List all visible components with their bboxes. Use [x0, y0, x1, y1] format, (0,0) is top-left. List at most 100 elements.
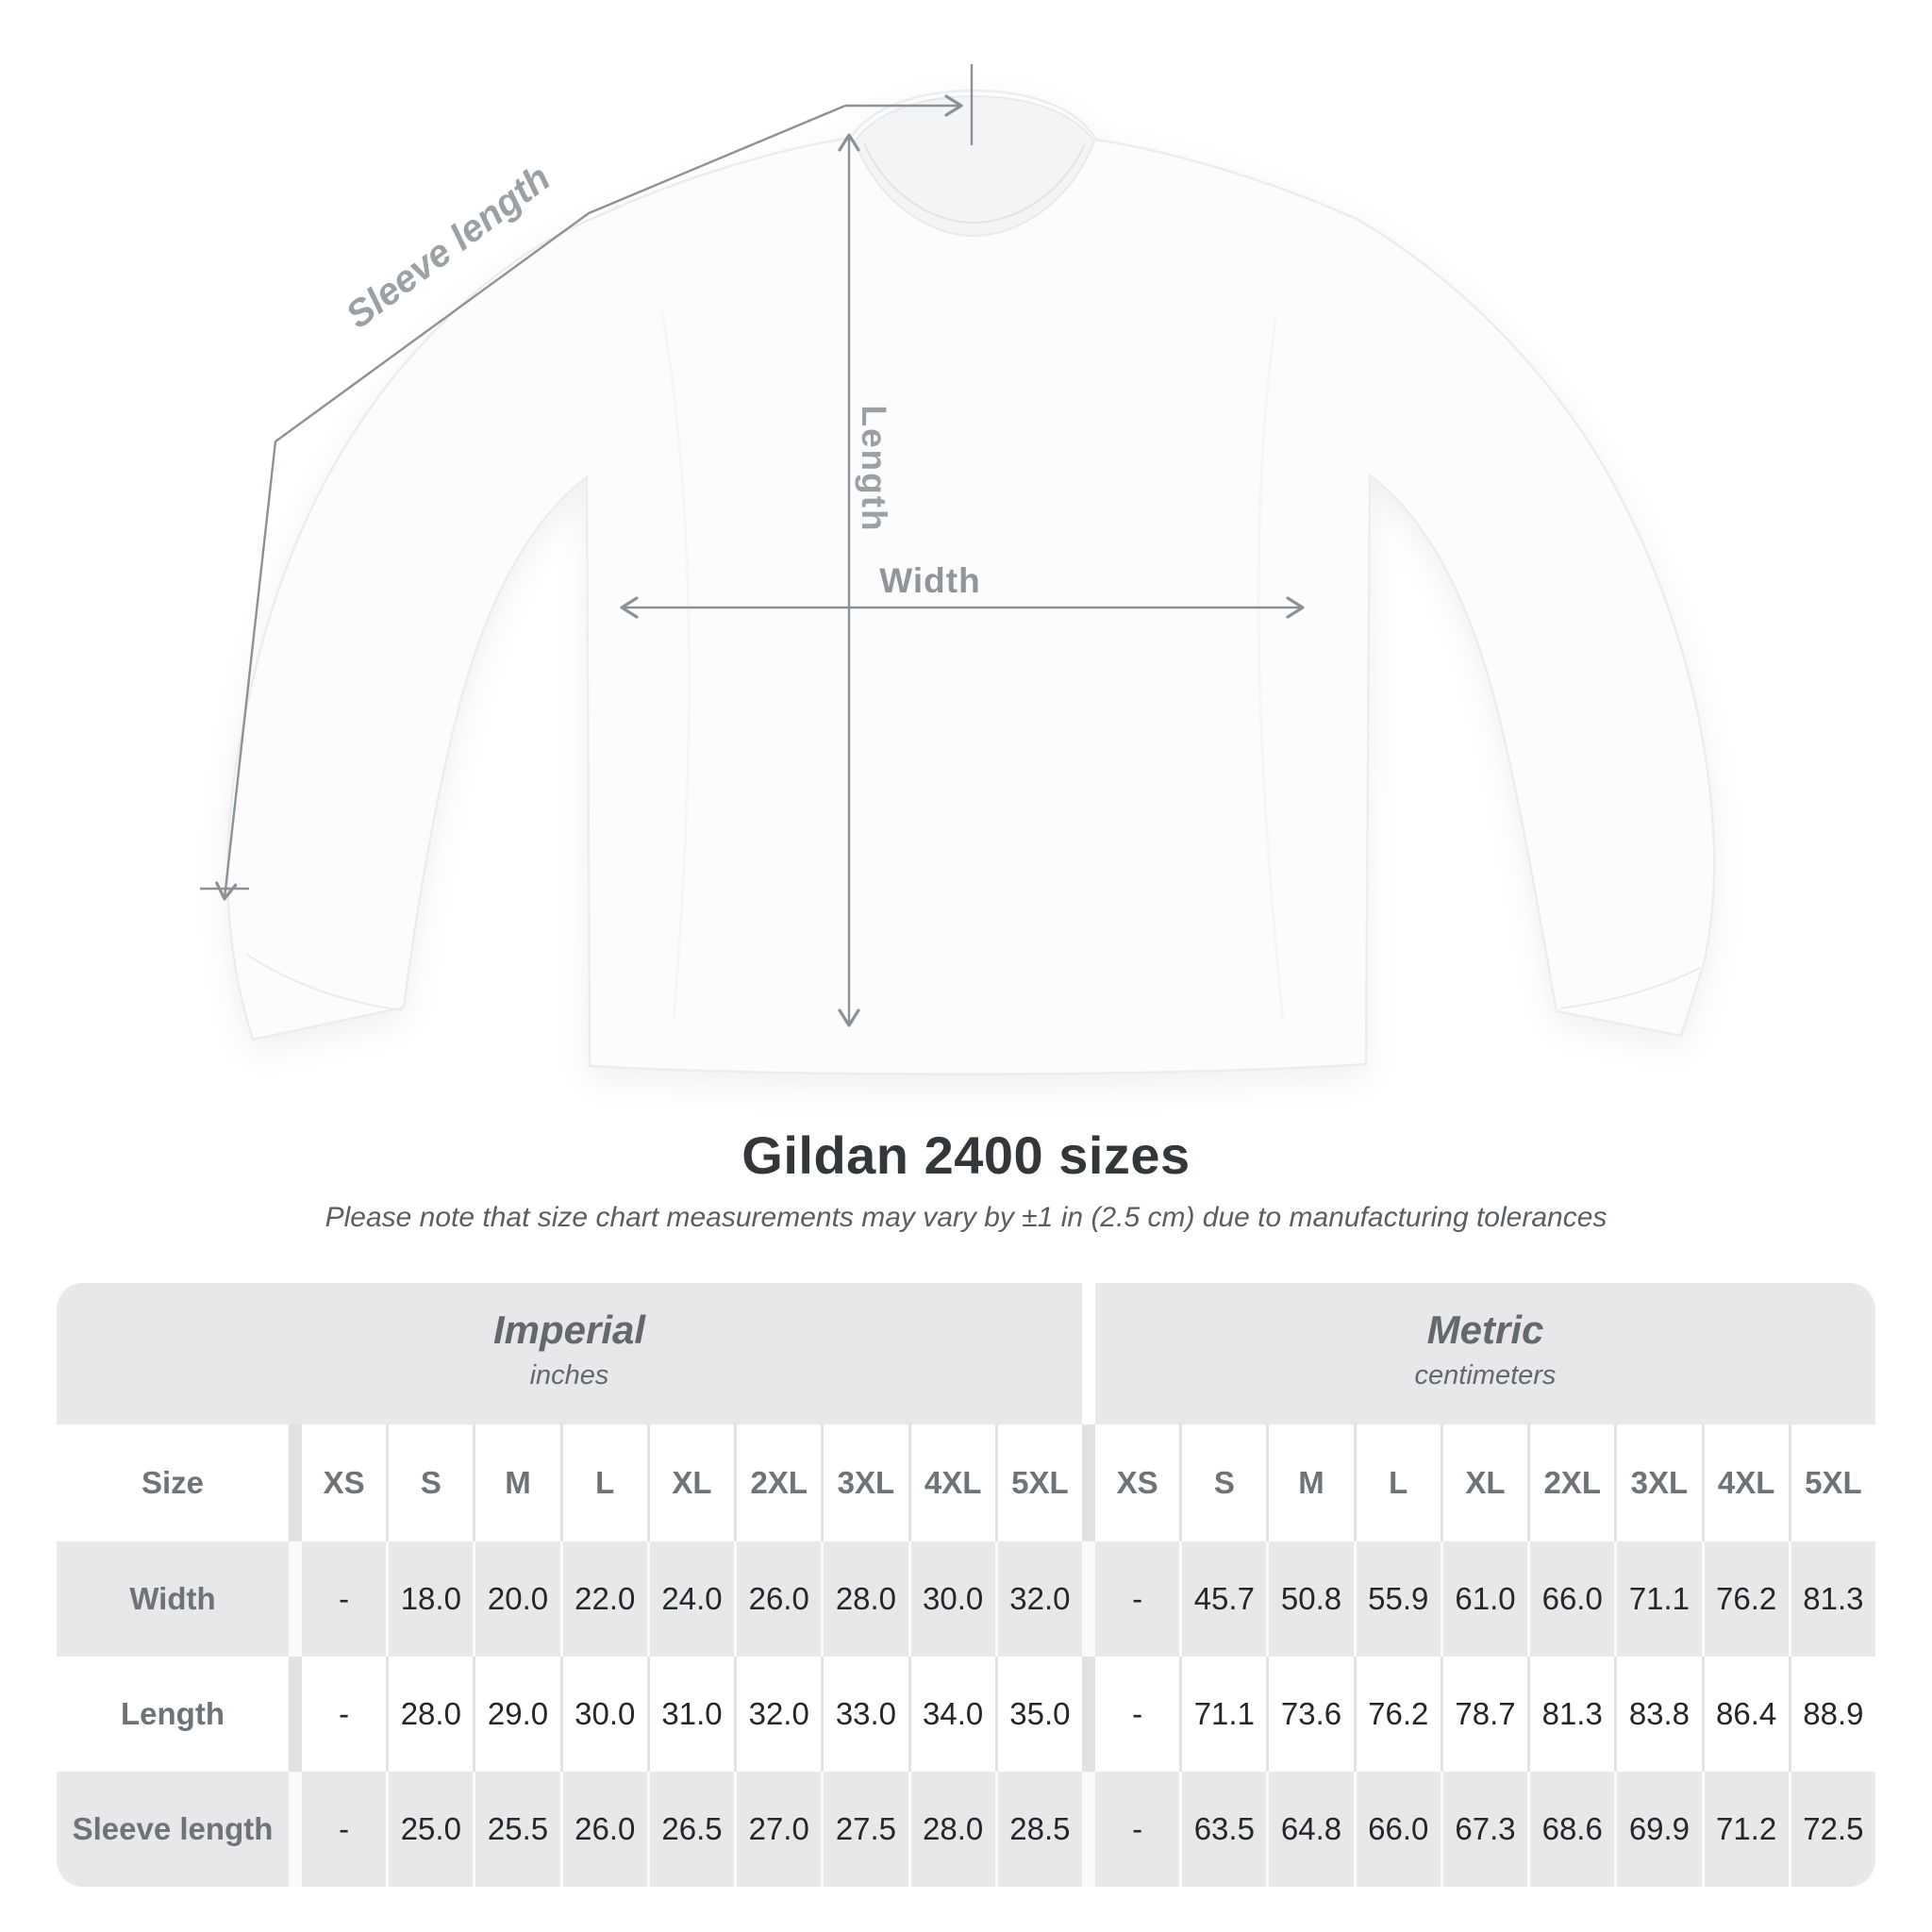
table-cell: 28.5	[997, 1772, 1082, 1887]
table-cell: 26.0	[737, 1541, 822, 1657]
size-header-cell: L	[1356, 1424, 1441, 1541]
column-gap	[291, 1772, 299, 1887]
table-cell: 28.0	[910, 1772, 995, 1887]
group-gap	[1085, 1424, 1092, 1541]
table-cell: 66.0	[1356, 1772, 1441, 1887]
table-cell: 35.0	[997, 1657, 1082, 1772]
row-label: Length	[57, 1657, 289, 1772]
size-header-cell: 5XL	[1790, 1424, 1875, 1541]
table-cell: 33.0	[824, 1657, 908, 1772]
width-label: Width	[879, 561, 980, 600]
metric-group-name: Metric	[1426, 1307, 1544, 1352]
table-cell: 22.0	[562, 1541, 647, 1657]
table-cell: 27.0	[737, 1772, 822, 1887]
table-cell: -	[1094, 1657, 1180, 1772]
table-cell: 67.3	[1442, 1772, 1528, 1887]
table-cell: 26.0	[562, 1772, 647, 1887]
table-row-sleeve-length: Sleeve length - 25.0 25.5 26.0 26.5 27.0…	[57, 1772, 1875, 1887]
sleeve-length-arrow	[200, 64, 974, 901]
table-cell: 30.0	[910, 1541, 995, 1657]
tolerance-note: Please note that size chart measurements…	[325, 1202, 1607, 1233]
length-label: Length	[855, 405, 893, 532]
table-row-length: Length - 28.0 29.0 30.0 31.0 32.0 33.0 3…	[57, 1657, 1875, 1772]
size-column-header: Size	[57, 1424, 289, 1541]
size-header-cell: 3XL	[824, 1424, 908, 1541]
table-cell: 71.2	[1704, 1772, 1789, 1887]
table-cell: 45.7	[1182, 1541, 1267, 1657]
table-cell: 88.9	[1790, 1657, 1875, 1772]
table-cell: 71.1	[1617, 1541, 1702, 1657]
table-cell: 68.6	[1530, 1772, 1615, 1887]
size-header-cell: 2XL	[1530, 1424, 1615, 1541]
shirt-illustration: Sleeve length Length Width	[200, 64, 1716, 1076]
imperial-group-name: Imperial	[492, 1307, 646, 1352]
table-cell: 81.3	[1530, 1657, 1615, 1772]
table-cell: 30.0	[562, 1657, 647, 1772]
table-cell: 25.0	[389, 1772, 474, 1887]
size-header-cell: S	[1182, 1424, 1267, 1541]
size-header-cell: M	[1269, 1424, 1354, 1541]
table-cell: 20.0	[475, 1541, 560, 1657]
table-cell: 76.2	[1356, 1657, 1441, 1772]
table-cell: 81.3	[1790, 1541, 1875, 1657]
column-gap	[291, 1424, 299, 1541]
size-header-cell: S	[389, 1424, 474, 1541]
table-cell: 18.0	[389, 1541, 474, 1657]
table-cell: 25.5	[475, 1772, 560, 1887]
row-label: Width	[57, 1541, 289, 1657]
table-row-width: Width - 18.0 20.0 22.0 24.0 26.0 28.0 30…	[57, 1541, 1875, 1657]
table-cell: 31.0	[649, 1657, 735, 1772]
table-cell: 28.0	[824, 1541, 908, 1657]
unit-group-header-row: Imperial inches Metric centimeters	[57, 1283, 1875, 1424]
column-gap	[291, 1541, 299, 1657]
page-title: Gildan 2400 sizes	[741, 1125, 1191, 1185]
size-header-cell: 3XL	[1617, 1424, 1702, 1541]
table-cell: 63.5	[1182, 1772, 1267, 1887]
size-header-cell: XS	[1094, 1424, 1180, 1541]
table-cell: 69.9	[1617, 1772, 1702, 1887]
size-header-cell: 4XL	[1704, 1424, 1789, 1541]
size-header-cell: XL	[649, 1424, 735, 1541]
group-gap	[1085, 1657, 1092, 1772]
table-header-row: Size XS S M L XL 2XL 3XL 4XL 5XL XS S M …	[57, 1424, 1875, 1541]
metric-group-header: Metric centimeters	[1095, 1283, 1875, 1424]
size-header-cell: 4XL	[910, 1424, 995, 1541]
row-label: Sleeve length	[57, 1772, 289, 1887]
table-cell: -	[302, 1772, 387, 1887]
table-cell: 50.8	[1269, 1541, 1354, 1657]
table-cell: 64.8	[1269, 1772, 1354, 1887]
table-cell: 55.9	[1356, 1541, 1441, 1657]
size-header-cell: 5XL	[997, 1424, 1082, 1541]
table-cell: 32.0	[997, 1541, 1082, 1657]
size-header-cell: M	[475, 1424, 560, 1541]
column-gap	[291, 1657, 299, 1772]
imperial-group-unit: inches	[529, 1359, 609, 1391]
metric-group-unit: centimeters	[1414, 1359, 1557, 1391]
table-cell: 86.4	[1704, 1657, 1789, 1772]
table-cell: 29.0	[475, 1657, 560, 1772]
table-cell: 61.0	[1442, 1541, 1528, 1657]
group-gap	[1085, 1541, 1092, 1657]
group-gap	[1085, 1772, 1092, 1887]
size-header-cell: 2XL	[737, 1424, 822, 1541]
table-cell: 73.6	[1269, 1657, 1354, 1772]
table-cell: -	[1094, 1772, 1180, 1887]
shirt-body	[226, 89, 1716, 1076]
collar	[853, 94, 1096, 238]
table-cell: 24.0	[649, 1541, 735, 1657]
size-header-cell: XL	[1442, 1424, 1528, 1541]
table-cell: -	[302, 1541, 387, 1657]
table-cell: 78.7	[1442, 1657, 1528, 1772]
table-cell: 32.0	[737, 1657, 822, 1772]
size-header-cell: XS	[302, 1424, 387, 1541]
table-cell: 27.5	[824, 1772, 908, 1887]
size-header-cell: L	[562, 1424, 647, 1541]
table-cell: 66.0	[1530, 1541, 1615, 1657]
table-cell: 28.0	[389, 1657, 474, 1772]
size-table: Imperial inches Metric centimeters Size …	[57, 1283, 1875, 1887]
table-cell: 26.5	[649, 1772, 735, 1887]
imperial-group-header: Imperial inches	[57, 1283, 1082, 1424]
table-cell: 76.2	[1704, 1541, 1789, 1657]
table-cell: 83.8	[1617, 1657, 1702, 1772]
